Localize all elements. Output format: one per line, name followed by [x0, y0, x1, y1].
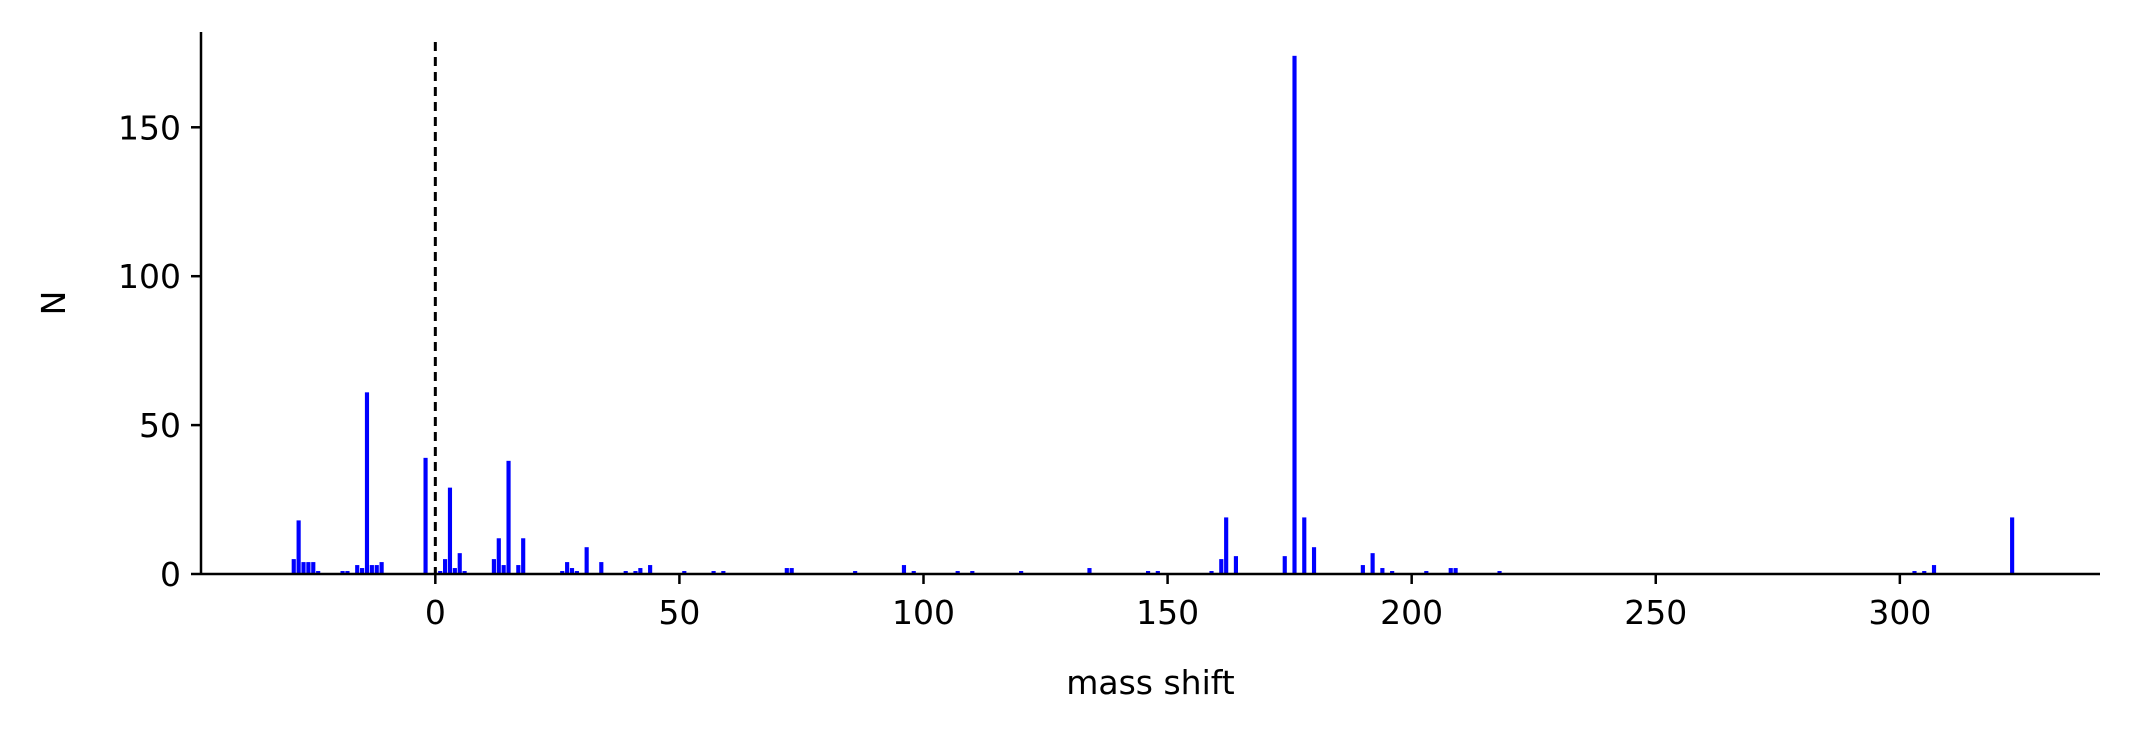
- bar-24: [506, 460, 511, 574]
- bar-40: [784, 568, 789, 574]
- bar-9: [360, 568, 365, 574]
- x-tick-label: 50: [658, 593, 700, 632]
- bar-34: [633, 571, 638, 574]
- x-tick-label: 200: [1380, 593, 1443, 632]
- bar-62: [1390, 571, 1395, 574]
- x-ticks-layer: 0 50 100 150 200 250 300: [425, 574, 1931, 632]
- y-tick-label: 150: [118, 108, 181, 147]
- axes-layer: [199, 32, 2100, 576]
- y-axis-label: N: [34, 291, 73, 316]
- bar-64: [1448, 568, 1453, 574]
- bar-59: [1360, 565, 1365, 574]
- bar-13: [379, 562, 384, 574]
- bar-60: [1370, 553, 1375, 574]
- y-ticks-layer: 0 50 100 150: [118, 108, 201, 594]
- bar-52: [1219, 559, 1224, 574]
- x-tick-label: 0: [425, 593, 446, 632]
- bar-32: [599, 562, 604, 574]
- bar-22: [496, 538, 501, 574]
- bar-20: [462, 571, 467, 574]
- bar-45: [955, 571, 960, 574]
- bar-21: [491, 559, 496, 574]
- bar-25: [516, 565, 521, 574]
- bar-1: [296, 520, 301, 574]
- bar-70: [2010, 517, 2015, 574]
- bar-66: [1497, 571, 1502, 574]
- bar-38: [711, 571, 716, 574]
- bar-23: [501, 565, 506, 574]
- bar-53: [1224, 517, 1229, 574]
- bar-43: [901, 565, 907, 574]
- bar-46: [970, 571, 975, 574]
- x-tick-label: 100: [892, 593, 955, 632]
- bar-69: [1931, 565, 1937, 574]
- bar-36: [648, 565, 653, 574]
- bar-44: [911, 571, 916, 574]
- bar-35: [638, 568, 643, 574]
- y-tick-label: 50: [139, 406, 181, 445]
- bar-16: [443, 559, 448, 574]
- bar-2: [301, 562, 306, 574]
- bar-47: [1019, 571, 1024, 574]
- bar-50: [1155, 571, 1160, 574]
- y-tick-label: 100: [118, 257, 181, 296]
- bar-3: [306, 562, 311, 574]
- x-tick-label: 150: [1136, 593, 1199, 632]
- bar-42: [853, 571, 858, 574]
- bar-14: [423, 457, 428, 574]
- bar-0: [291, 559, 296, 574]
- bar-49: [1145, 571, 1151, 574]
- bar-28: [565, 562, 570, 574]
- bar-57: [1302, 517, 1307, 574]
- bar-37: [682, 571, 687, 574]
- x-tick-label: 250: [1624, 593, 1687, 632]
- y-tick-label: 0: [160, 555, 181, 594]
- bar-31: [584, 547, 589, 574]
- bar-8: [355, 565, 360, 574]
- bar-48: [1087, 568, 1092, 574]
- bar-4: [311, 562, 316, 574]
- bar-67: [1912, 571, 1917, 574]
- bar-15: [438, 571, 443, 574]
- bars-layer: [291, 55, 2015, 575]
- bar-7: [345, 571, 350, 574]
- bar-33: [623, 571, 628, 574]
- bar-18: [452, 568, 457, 574]
- bar-58: [1311, 547, 1317, 574]
- bar-68: [1922, 571, 1927, 574]
- bar-5: [316, 571, 321, 574]
- bar-51: [1209, 571, 1214, 574]
- bar-30: [574, 571, 579, 574]
- bar-26: [521, 538, 526, 574]
- bar-55: [1282, 556, 1287, 574]
- bar-61: [1380, 568, 1385, 574]
- bar-54: [1233, 556, 1239, 574]
- bar-65: [1453, 568, 1458, 574]
- bar-12: [374, 565, 379, 574]
- bar-27: [560, 571, 565, 574]
- bar-29: [569, 568, 575, 574]
- bar-41: [789, 568, 794, 574]
- bar-11: [369, 565, 374, 574]
- x-tick-label: 300: [1868, 593, 1931, 632]
- bar-56: [1292, 55, 1297, 575]
- bar-10: [364, 392, 370, 574]
- x-axis-label: mass shift: [1066, 663, 1235, 702]
- bar-39: [721, 571, 726, 574]
- bar-63: [1424, 571, 1429, 574]
- bar-6: [340, 571, 345, 574]
- bar-17: [447, 487, 453, 574]
- bar-19: [457, 553, 462, 574]
